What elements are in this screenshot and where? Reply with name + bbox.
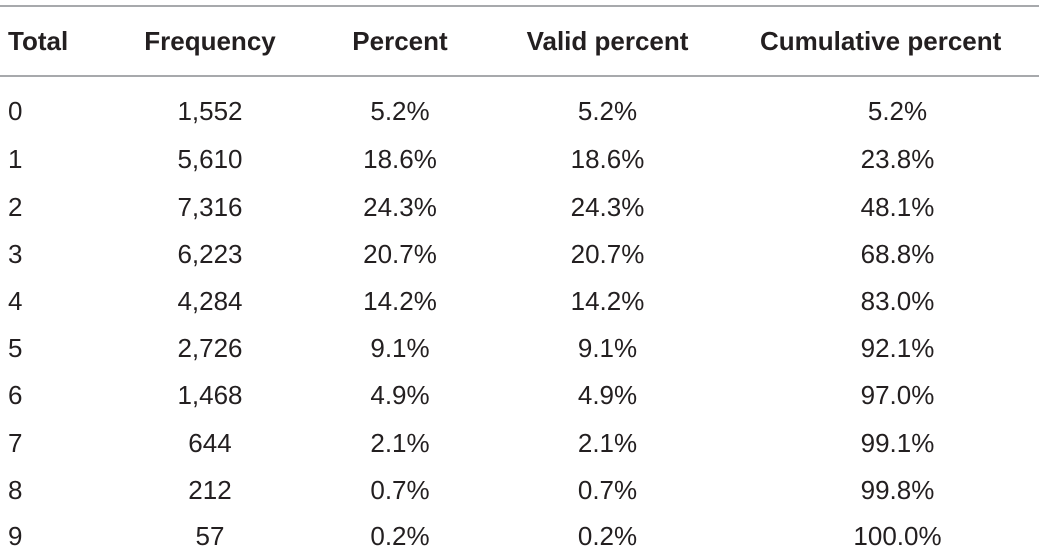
cell-total: 2 bbox=[8, 192, 23, 222]
table-row: 7 644 2.1% 2.1% 99.1% bbox=[0, 420, 1039, 467]
cell-valid-percent: 20.7% bbox=[570, 239, 645, 269]
cell-cumulative-percent: 23.8% bbox=[860, 144, 935, 174]
cell-percent: 9.1% bbox=[370, 333, 430, 363]
cell-valid-percent: 14.2% bbox=[570, 286, 645, 316]
cell-total: 7 bbox=[8, 428, 23, 458]
cell-cumulative-percent: 68.8% bbox=[860, 239, 935, 269]
table-row: 3 6,223 20.7% 20.7% 68.8% bbox=[0, 231, 1039, 278]
cell-cumulative-percent: 99.8% bbox=[860, 475, 935, 505]
cell-percent: 14.2% bbox=[363, 286, 437, 316]
cell-cumulative-percent: 97.0% bbox=[860, 380, 935, 410]
cell-total: 3 bbox=[8, 239, 23, 269]
table-row: 6 1,468 4.9% 4.9% 97.0% bbox=[0, 372, 1039, 419]
cell-total: 6 bbox=[8, 380, 23, 410]
cell-frequency: 5,610 bbox=[177, 144, 243, 174]
table-top-rule bbox=[0, 5, 1039, 7]
cell-percent: 20.7% bbox=[363, 239, 437, 269]
cell-frequency: 57 bbox=[195, 521, 225, 551]
cell-valid-percent: 24.3% bbox=[570, 192, 645, 222]
table-row: 2 7,316 24.3% 24.3% 48.1% bbox=[0, 184, 1039, 231]
cell-total: 4 bbox=[8, 286, 23, 316]
cell-frequency: 6,223 bbox=[177, 239, 243, 269]
cell-percent: 0.7% bbox=[370, 475, 430, 505]
cell-valid-percent: 2.1% bbox=[577, 428, 638, 458]
cell-total: 5 bbox=[8, 333, 23, 363]
cell-total: 1 bbox=[8, 144, 23, 174]
cell-frequency: 644 bbox=[188, 428, 232, 458]
cell-frequency: 1,552 bbox=[177, 96, 243, 126]
cell-total: 0 bbox=[8, 96, 23, 126]
cell-percent: 0.2% bbox=[370, 521, 430, 551]
cell-valid-percent: 18.6% bbox=[570, 144, 645, 174]
cell-frequency: 7,316 bbox=[177, 192, 243, 222]
cell-percent: 24.3% bbox=[363, 192, 437, 222]
table-row: 4 4,284 14.2% 14.2% 83.0% bbox=[0, 278, 1039, 325]
cell-total: 9 bbox=[8, 521, 23, 551]
cell-cumulative-percent: 92.1% bbox=[860, 333, 935, 363]
header-valid-percent: Valid percent bbox=[526, 25, 689, 56]
cell-cumulative-percent: 83.0% bbox=[860, 286, 935, 316]
cell-valid-percent: 0.2% bbox=[577, 521, 638, 551]
header-percent: Percent bbox=[352, 25, 448, 56]
table-row: 8 212 0.7% 0.7% 99.8% bbox=[0, 467, 1039, 514]
cell-percent: 4.9% bbox=[370, 380, 430, 410]
cell-frequency: 1,468 bbox=[177, 380, 243, 410]
cell-valid-percent: 4.9% bbox=[577, 380, 638, 410]
table-row: 1 5,610 18.6% 18.6% 23.8% bbox=[0, 136, 1039, 183]
cell-frequency: 212 bbox=[188, 475, 232, 505]
cell-valid-percent: 9.1% bbox=[577, 333, 638, 363]
cell-percent: 18.6% bbox=[363, 144, 437, 174]
header-cumulative-percent: Cumulative percent bbox=[760, 25, 1002, 56]
table-row: 9 57 0.2% 0.2% 100.0% bbox=[0, 513, 1039, 560]
cell-frequency: 2,726 bbox=[177, 333, 243, 363]
table-header-rule bbox=[0, 75, 1039, 77]
cell-frequency: 4,284 bbox=[177, 286, 243, 316]
cell-cumulative-percent: 99.1% bbox=[860, 428, 935, 458]
header-frequency: Frequency bbox=[144, 25, 276, 56]
cell-valid-percent: 0.7% bbox=[577, 475, 638, 505]
cell-percent: 5.2% bbox=[370, 96, 430, 126]
cell-valid-percent: 5.2% bbox=[577, 96, 638, 126]
cell-cumulative-percent: 5.2% bbox=[867, 96, 928, 126]
cell-cumulative-percent: 48.1% bbox=[860, 192, 935, 222]
cell-percent: 2.1% bbox=[370, 428, 430, 458]
cell-total: 8 bbox=[8, 475, 23, 505]
table-header-row: Total Frequency Percent Valid percent Cu… bbox=[0, 17, 1039, 65]
table-row: 0 1,552 5.2% 5.2% 5.2% bbox=[0, 88, 1039, 135]
table-row: 5 2,726 9.1% 9.1% 92.1% bbox=[0, 325, 1039, 372]
header-total: Total bbox=[8, 25, 69, 56]
cell-cumulative-percent: 100.0% bbox=[853, 521, 942, 551]
